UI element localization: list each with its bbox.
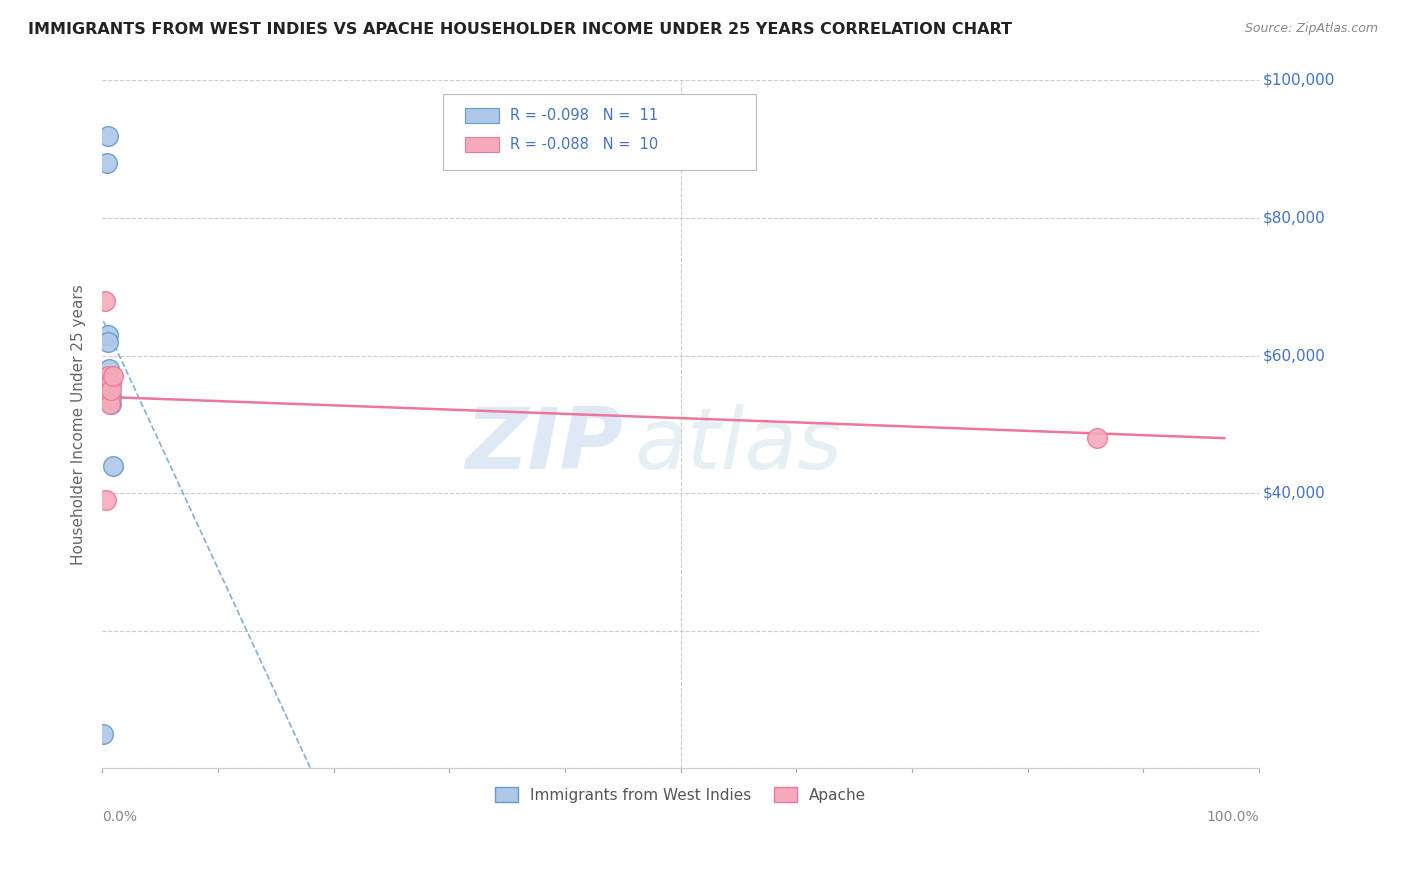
Point [93, 727, 115, 741]
Point [100, 376, 122, 390]
Point [96, 156, 118, 170]
Point [97, 328, 120, 343]
Point [97, 369, 120, 384]
Point [94, 493, 117, 508]
Text: $100,000: $100,000 [1263, 73, 1334, 88]
Point [101, 369, 124, 384]
Y-axis label: Householder Income Under 25 years: Householder Income Under 25 years [72, 284, 86, 565]
Point [98, 376, 121, 390]
Text: Source: ZipAtlas.com: Source: ZipAtlas.com [1244, 22, 1378, 36]
Text: ZIP: ZIP [465, 403, 623, 486]
Point [93, 293, 115, 308]
Text: R = -0.098   N =  11: R = -0.098 N = 11 [510, 108, 658, 123]
Point [98, 397, 121, 411]
Point [97, 334, 120, 349]
Point [101, 458, 124, 473]
Point [1085, 431, 1108, 445]
Text: $60,000: $60,000 [1263, 348, 1326, 363]
FancyBboxPatch shape [443, 95, 756, 169]
Text: 0.0%: 0.0% [103, 810, 138, 823]
Text: $40,000: $40,000 [1263, 485, 1326, 500]
Point [97, 128, 120, 143]
FancyBboxPatch shape [465, 136, 499, 152]
Text: $80,000: $80,000 [1263, 211, 1326, 226]
Legend: Immigrants from West Indies, Apache: Immigrants from West Indies, Apache [489, 780, 873, 809]
Text: atlas: atlas [634, 403, 842, 486]
Point [98, 376, 121, 390]
FancyBboxPatch shape [465, 108, 499, 123]
Point [100, 397, 122, 411]
Point [98, 376, 121, 390]
Point [98, 362, 121, 376]
Point [100, 390, 122, 404]
Text: IMMIGRANTS FROM WEST INDIES VS APACHE HOUSEHOLDER INCOME UNDER 25 YEARS CORRELAT: IMMIGRANTS FROM WEST INDIES VS APACHE HO… [28, 22, 1012, 37]
Point [100, 383, 122, 397]
Point [98, 390, 121, 404]
Text: 100.0%: 100.0% [1206, 810, 1260, 823]
Text: R = -0.088   N =  10: R = -0.088 N = 10 [510, 137, 658, 152]
